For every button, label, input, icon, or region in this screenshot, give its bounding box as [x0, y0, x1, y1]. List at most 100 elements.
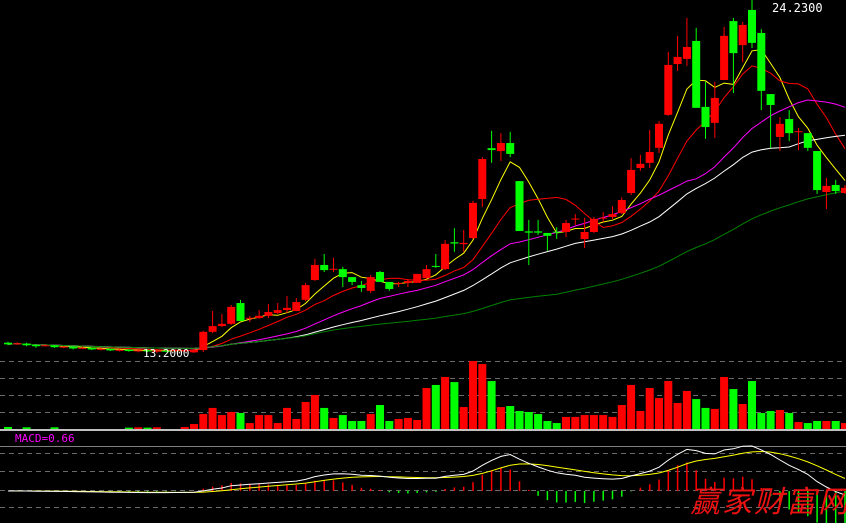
volume-bar — [589, 415, 598, 429]
candle-body — [59, 346, 68, 348]
volume-bar — [208, 407, 217, 429]
candle-body — [320, 264, 329, 271]
candle-body — [822, 185, 831, 192]
ma10-line — [7, 65, 846, 352]
volume-bar — [506, 406, 515, 429]
volume-bar — [636, 410, 645, 429]
volume-bar — [478, 364, 487, 429]
candle — [329, 257, 338, 272]
candle-body — [524, 231, 533, 233]
candle — [292, 297, 301, 312]
volume-bar — [385, 421, 394, 429]
volume-bar — [487, 381, 496, 429]
candle-body — [478, 159, 487, 200]
candle — [496, 133, 505, 161]
candle-body — [180, 350, 189, 352]
candle-body — [636, 163, 645, 168]
watermark: 赢家财富网 — [690, 485, 846, 520]
candle-body — [720, 35, 729, 80]
volume-bar — [515, 410, 524, 429]
volume-bar — [543, 421, 552, 429]
candle-body — [217, 323, 226, 327]
candle-body — [50, 345, 59, 348]
candle — [710, 81, 719, 138]
candle — [283, 296, 291, 313]
candle-body — [627, 169, 636, 193]
macd-histogram — [16, 462, 846, 523]
candle-body — [41, 345, 50, 347]
candle — [775, 117, 784, 152]
volume-bar — [441, 376, 450, 429]
candle — [180, 349, 189, 352]
candle-body — [469, 202, 477, 239]
candle-body — [617, 200, 626, 214]
volume-bar — [459, 407, 468, 429]
candle — [664, 51, 673, 116]
candle-body — [283, 307, 291, 311]
volume-bar — [413, 419, 422, 429]
candle-body — [162, 350, 171, 352]
candle-body — [115, 349, 124, 351]
candle — [106, 348, 115, 352]
candle — [227, 304, 236, 325]
candle — [310, 258, 319, 281]
volume-bar — [431, 384, 440, 429]
candle — [115, 349, 124, 352]
candle-body — [134, 350, 143, 352]
candle — [50, 344, 59, 348]
candle-body — [775, 123, 784, 137]
candle-body — [645, 152, 654, 163]
volume-bar — [124, 427, 133, 429]
volume-bar — [255, 415, 264, 429]
candle-body — [664, 64, 673, 115]
candle — [459, 230, 468, 252]
candle — [385, 281, 394, 291]
candle — [13, 342, 22, 345]
volume-bar — [320, 407, 329, 429]
candle-body — [106, 348, 115, 351]
candle-body — [171, 350, 180, 352]
candle — [794, 128, 803, 151]
candle-body — [682, 47, 691, 59]
volume-bar — [180, 426, 189, 429]
candle-body — [385, 281, 394, 289]
volume-bar — [227, 412, 236, 429]
candle — [534, 219, 543, 235]
candle — [608, 206, 617, 219]
candle-body — [766, 94, 775, 105]
volume-bar — [813, 421, 822, 429]
candle-body — [673, 56, 682, 64]
candle-body — [152, 350, 161, 352]
candle — [552, 227, 561, 240]
candle — [264, 304, 273, 319]
candle — [134, 349, 143, 353]
candle — [255, 310, 264, 319]
low-price-label: 13.2000 — [143, 347, 189, 360]
candle-body — [31, 344, 40, 347]
candle-body — [357, 285, 366, 288]
candle — [469, 200, 477, 240]
candle — [450, 228, 459, 252]
candle — [627, 158, 636, 195]
candle — [376, 271, 384, 282]
volume-bar — [673, 402, 682, 429]
candle-body — [450, 242, 459, 244]
candle — [589, 216, 598, 233]
candle — [766, 94, 775, 148]
candle-body — [655, 123, 663, 148]
candle-body — [441, 243, 450, 270]
volume-bar — [720, 376, 729, 429]
candle-body — [701, 106, 710, 128]
candle-body — [97, 348, 105, 350]
volume-bar — [766, 410, 775, 429]
candle — [636, 154, 645, 171]
candle — [729, 17, 738, 94]
volume-bar — [329, 417, 338, 429]
candle — [31, 344, 40, 348]
candle-body — [403, 280, 412, 283]
volume-bar — [310, 395, 319, 429]
candle-body — [506, 143, 515, 154]
moving-average-lines — [7, 48, 846, 352]
candle-body — [264, 312, 273, 316]
candle — [813, 151, 822, 194]
